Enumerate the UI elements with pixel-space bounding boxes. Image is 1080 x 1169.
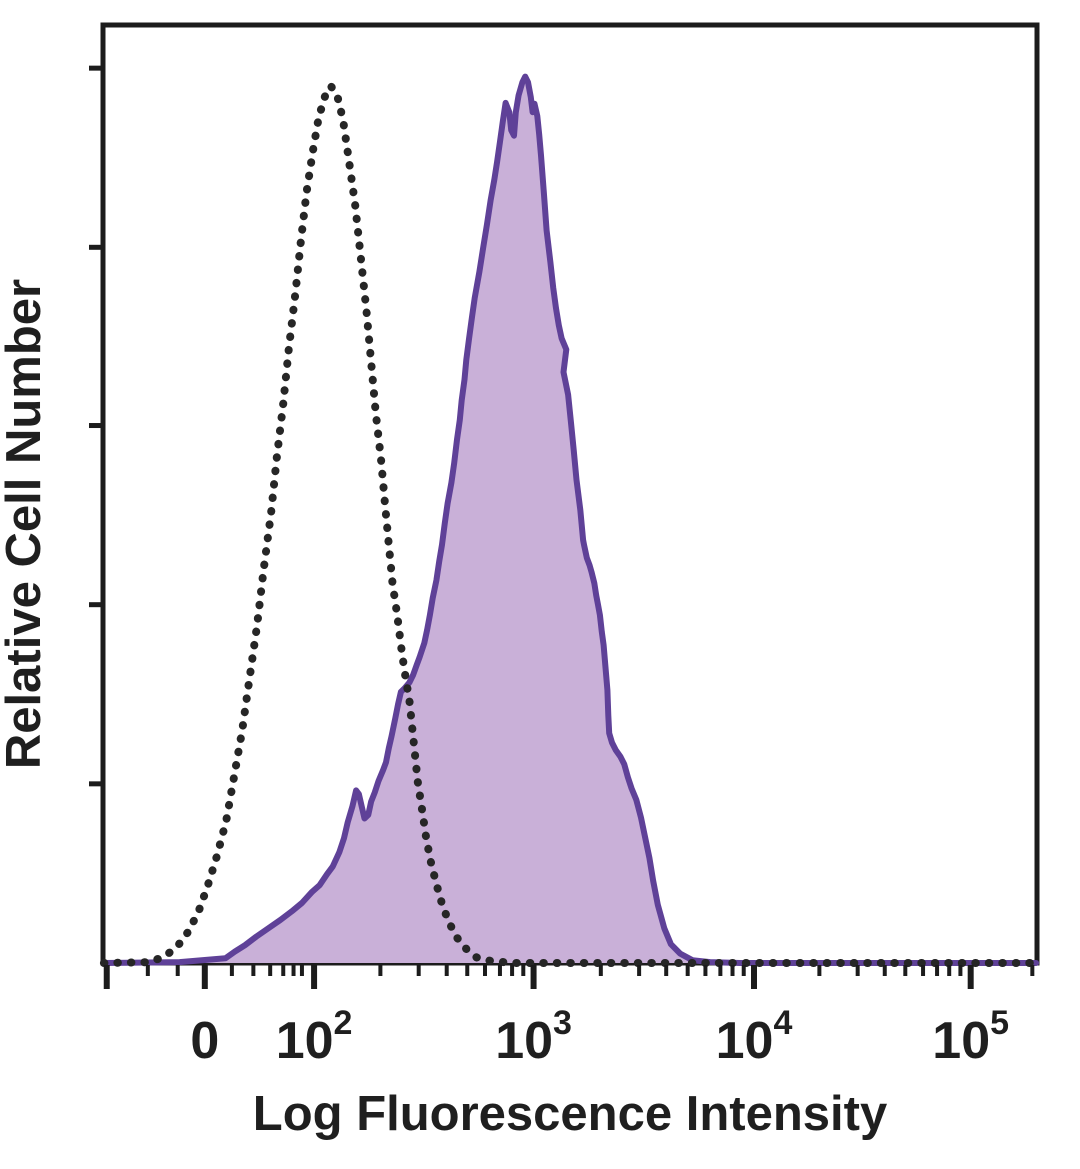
stained-curve-fill (103, 76, 1037, 964)
y-axis-title: Relative Cell Number (0, 279, 51, 769)
x-tick-label: 103 (495, 1004, 572, 1070)
x-axis-title: Log Fluorescence Intensity (253, 1087, 887, 1141)
x-tick-label: 105 (932, 1004, 1009, 1070)
control-curve-dotted (99, 82, 1041, 967)
stained-curve-outline (100, 73, 1040, 966)
x-tick-label: 104 (716, 1004, 793, 1070)
x-tick-label: 0 (190, 1012, 219, 1070)
x-tick-label: 102 (276, 1004, 353, 1070)
